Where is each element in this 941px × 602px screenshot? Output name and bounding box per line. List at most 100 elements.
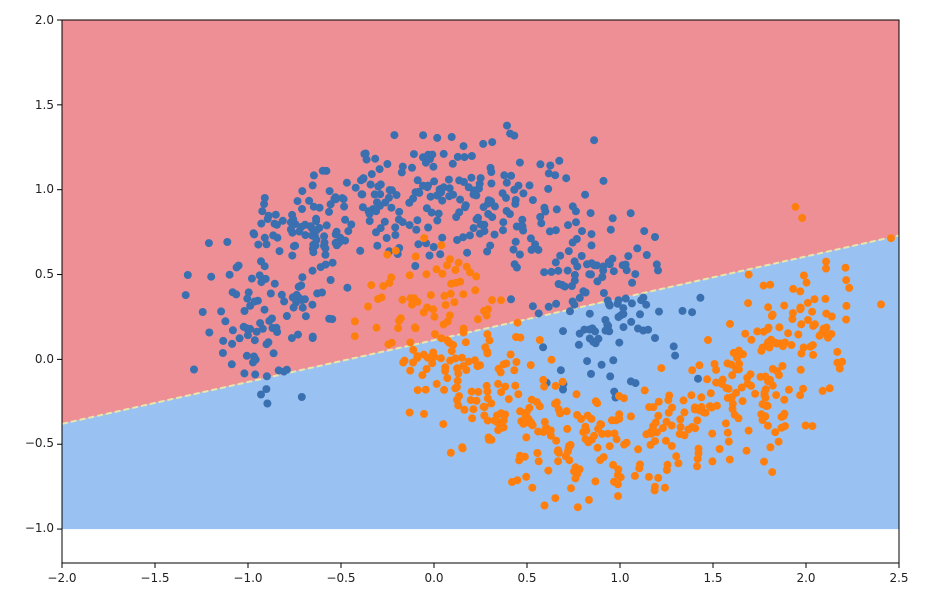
blue-data-point xyxy=(486,163,495,172)
orange-data-point xyxy=(474,387,483,396)
blue-data-point xyxy=(298,273,307,282)
orange-data-point xyxy=(554,457,563,466)
orange-data-point xyxy=(526,361,535,370)
blue-data-point xyxy=(608,214,617,223)
orange-data-point xyxy=(808,341,817,350)
blue-data-point xyxy=(605,260,614,269)
blue-data-point xyxy=(694,374,702,383)
blue-data-point xyxy=(528,302,537,311)
blue-data-point xyxy=(331,238,340,247)
blue-data-point xyxy=(487,179,496,188)
orange-data-point xyxy=(534,427,543,436)
blue-data-point xyxy=(347,220,356,229)
blue-data-point xyxy=(251,370,260,379)
blue-data-point xyxy=(438,233,447,242)
orange-data-point xyxy=(364,302,372,311)
blue-data-point xyxy=(312,217,321,226)
orange-data-point xyxy=(593,399,602,408)
orange-data-point xyxy=(818,386,827,395)
blue-data-point xyxy=(221,317,230,326)
orange-data-point xyxy=(372,323,381,332)
blue-data-point xyxy=(227,360,236,369)
orange-data-point xyxy=(822,264,830,273)
blue-data-point xyxy=(619,304,628,313)
blue-data-point xyxy=(341,236,350,245)
blue-data-point xyxy=(437,188,446,197)
blue-data-point xyxy=(449,190,458,199)
blue-data-point xyxy=(204,239,213,248)
orange-data-point xyxy=(664,408,673,417)
orange-data-point xyxy=(774,437,783,446)
blue-data-point xyxy=(322,221,331,230)
orange-data-point xyxy=(443,261,451,270)
lower-class-region xyxy=(62,235,899,530)
orange-data-point xyxy=(758,400,767,409)
blue-data-point xyxy=(183,271,192,279)
blue-data-point xyxy=(266,289,275,298)
blue-data-point xyxy=(453,236,462,244)
blue-data-point xyxy=(288,251,297,260)
orange-data-point xyxy=(584,495,593,504)
blue-data-point xyxy=(525,181,534,190)
blue-data-point xyxy=(340,202,349,211)
orange-data-point xyxy=(737,383,746,392)
blue-data-point xyxy=(371,154,380,163)
blue-data-point xyxy=(429,243,438,251)
orange-data-point xyxy=(614,465,623,474)
orange-data-point xyxy=(504,395,513,404)
orange-data-point xyxy=(379,282,388,291)
blue-data-point xyxy=(613,299,622,308)
blue-data-point xyxy=(544,184,553,193)
orange-data-point xyxy=(552,436,561,445)
blue-data-point xyxy=(651,334,659,342)
blue-data-point xyxy=(243,331,252,340)
orange-data-point xyxy=(739,350,747,359)
orange-data-point xyxy=(429,305,438,314)
orange-data-point xyxy=(697,393,706,402)
blue-data-point xyxy=(500,171,509,180)
orange-data-point xyxy=(704,336,712,344)
blue-data-point xyxy=(581,190,590,199)
x-tick-label: 1.5 xyxy=(703,571,722,585)
blue-data-point xyxy=(258,207,267,216)
blue-data-point xyxy=(552,205,561,214)
orange-data-point xyxy=(516,333,525,342)
orange-data-point xyxy=(517,417,526,426)
orange-data-point xyxy=(432,265,441,274)
orange-data-point xyxy=(497,296,505,305)
blue-data-point xyxy=(250,297,259,306)
orange-data-point xyxy=(532,398,541,407)
orange-data-point xyxy=(640,386,649,395)
blue-data-point xyxy=(330,194,339,203)
orange-data-point xyxy=(734,414,743,423)
orange-data-point xyxy=(447,279,456,288)
blue-data-point xyxy=(583,357,592,366)
orange-data-point xyxy=(796,287,805,296)
blue-data-point xyxy=(545,227,554,236)
orange-data-point xyxy=(462,262,471,271)
blue-data-point xyxy=(459,142,468,151)
orange-data-point xyxy=(573,503,582,512)
orange-data-point xyxy=(437,354,445,363)
blue-data-point xyxy=(341,215,350,224)
blue-data-point xyxy=(587,230,596,239)
blue-data-point xyxy=(465,231,474,240)
blue-data-point xyxy=(527,245,536,254)
orange-data-point xyxy=(426,291,435,300)
orange-data-point xyxy=(738,397,747,406)
blue-data-point xyxy=(519,226,528,235)
blue-data-point xyxy=(669,342,678,351)
orange-data-point xyxy=(398,295,407,304)
orange-data-point xyxy=(583,411,592,420)
orange-data-point xyxy=(747,335,756,344)
blue-data-point xyxy=(499,218,508,227)
orange-data-point xyxy=(612,435,621,444)
orange-data-point xyxy=(675,430,684,438)
orange-data-point xyxy=(440,385,449,394)
blue-data-point xyxy=(572,218,580,227)
blue-data-point xyxy=(488,138,497,147)
orange-data-point xyxy=(662,466,671,474)
orange-data-point xyxy=(710,360,719,368)
orange-data-point xyxy=(777,423,786,432)
